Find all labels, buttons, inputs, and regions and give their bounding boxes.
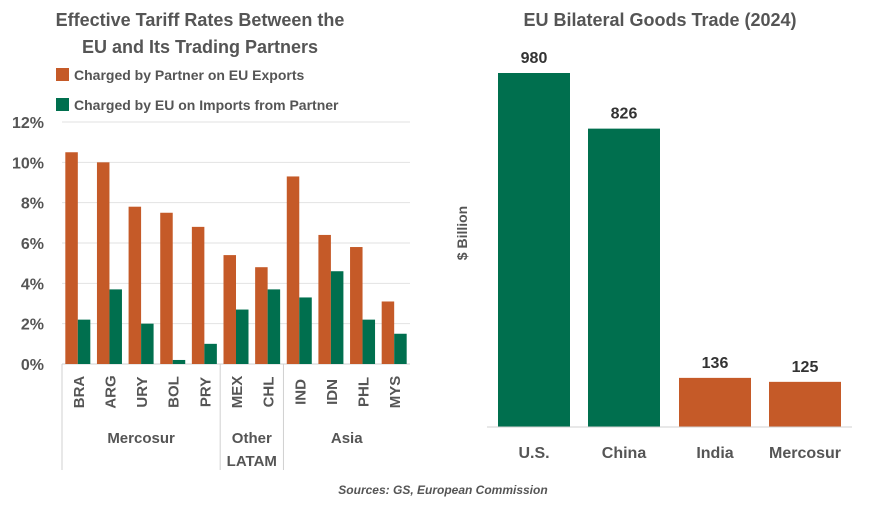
legend-label-eu: Charged by EU on Imports from Partner (74, 97, 339, 113)
group-label: Asia (331, 430, 363, 447)
source-note: Sources: GS, European Commission (338, 483, 547, 497)
bar-bra-partner (65, 152, 78, 364)
legend-label-partner: Charged by Partner on EU Exports (74, 67, 304, 83)
x-tick-label: ARG (102, 375, 119, 408)
bar-mys-partner (381, 301, 395, 364)
x-tick-label: MEX (229, 376, 246, 409)
bar-phl-eu (362, 319, 376, 364)
x-tick-label: URY (134, 376, 151, 407)
right-chart-title: EU Bilateral Goods Trade (2024) (523, 10, 796, 30)
group-label: Other (232, 430, 272, 447)
x-tick-label: India (696, 445, 733, 462)
y-tick-label: 2% (21, 317, 44, 334)
left-chart-title-line2: EU and Its Trading Partners (82, 37, 318, 57)
bar-india (679, 377, 751, 427)
bar-mys-eu (394, 333, 407, 364)
x-tick-label: BRA (71, 376, 88, 409)
bar-pry-partner (191, 226, 205, 364)
trade-chart: EU Bilateral Goods Trade (2024) $ Billio… (454, 10, 852, 462)
y-tick-label: 10% (12, 155, 44, 172)
data-label: 826 (611, 106, 638, 123)
y-tick-label: 6% (21, 236, 44, 253)
y-axis-label: $ Billion (454, 206, 470, 260)
bar-mex-partner (223, 255, 236, 364)
bar-arg-partner (96, 162, 110, 364)
x-tick-label: BOL (166, 376, 183, 408)
legend-swatch-partner (56, 68, 69, 81)
x-tick-label: PHL (356, 377, 373, 407)
bar-bol-partner (160, 212, 173, 364)
x-tick-label: CHL (261, 377, 278, 408)
bar-ury-eu (141, 323, 154, 364)
group-label: Mercosur (107, 430, 175, 447)
bar-ind-partner (286, 176, 300, 364)
left-chart-title-line1: Effective Tariff Rates Between the (56, 10, 345, 30)
bar-bol-eu (172, 359, 186, 364)
x-tick-label: China (602, 445, 647, 462)
bar-mex-eu (236, 309, 249, 364)
x-tick-label: IND (292, 379, 309, 405)
bar-idn-eu (330, 271, 344, 364)
x-tick-label: Mercosur (769, 445, 841, 462)
bar-arg-eu (109, 289, 122, 364)
bar-chl-eu (267, 289, 281, 364)
x-tick-label: U.S. (518, 445, 549, 462)
bar-chl-partner (255, 267, 268, 364)
bar-ury-partner (128, 206, 142, 364)
bar-china (588, 128, 660, 427)
x-tick-label: MYS (387, 376, 404, 409)
y-tick-label: 4% (21, 276, 44, 293)
bar-mercosur (769, 381, 841, 427)
x-tick-label: PRY (197, 377, 214, 407)
data-label: 125 (792, 359, 819, 376)
y-tick-label: 8% (21, 196, 44, 213)
bar-pry-eu (204, 343, 217, 364)
y-tick-label: 12% (12, 115, 44, 132)
y-tick-label: 0% (21, 357, 44, 374)
bar-ind-eu (299, 297, 312, 364)
group-label: LATAM (227, 453, 277, 470)
bar-phl-partner (350, 247, 363, 364)
bar-idn-partner (318, 234, 331, 364)
tariff-chart: Effective Tariff Rates Between the EU an… (12, 10, 410, 470)
data-label: 980 (521, 50, 548, 67)
x-tick-label: IDN (324, 379, 341, 405)
data-label: 136 (702, 355, 729, 372)
legend-swatch-eu (56, 98, 69, 111)
bar-bra-eu (77, 319, 91, 364)
bar-us (498, 73, 570, 427)
